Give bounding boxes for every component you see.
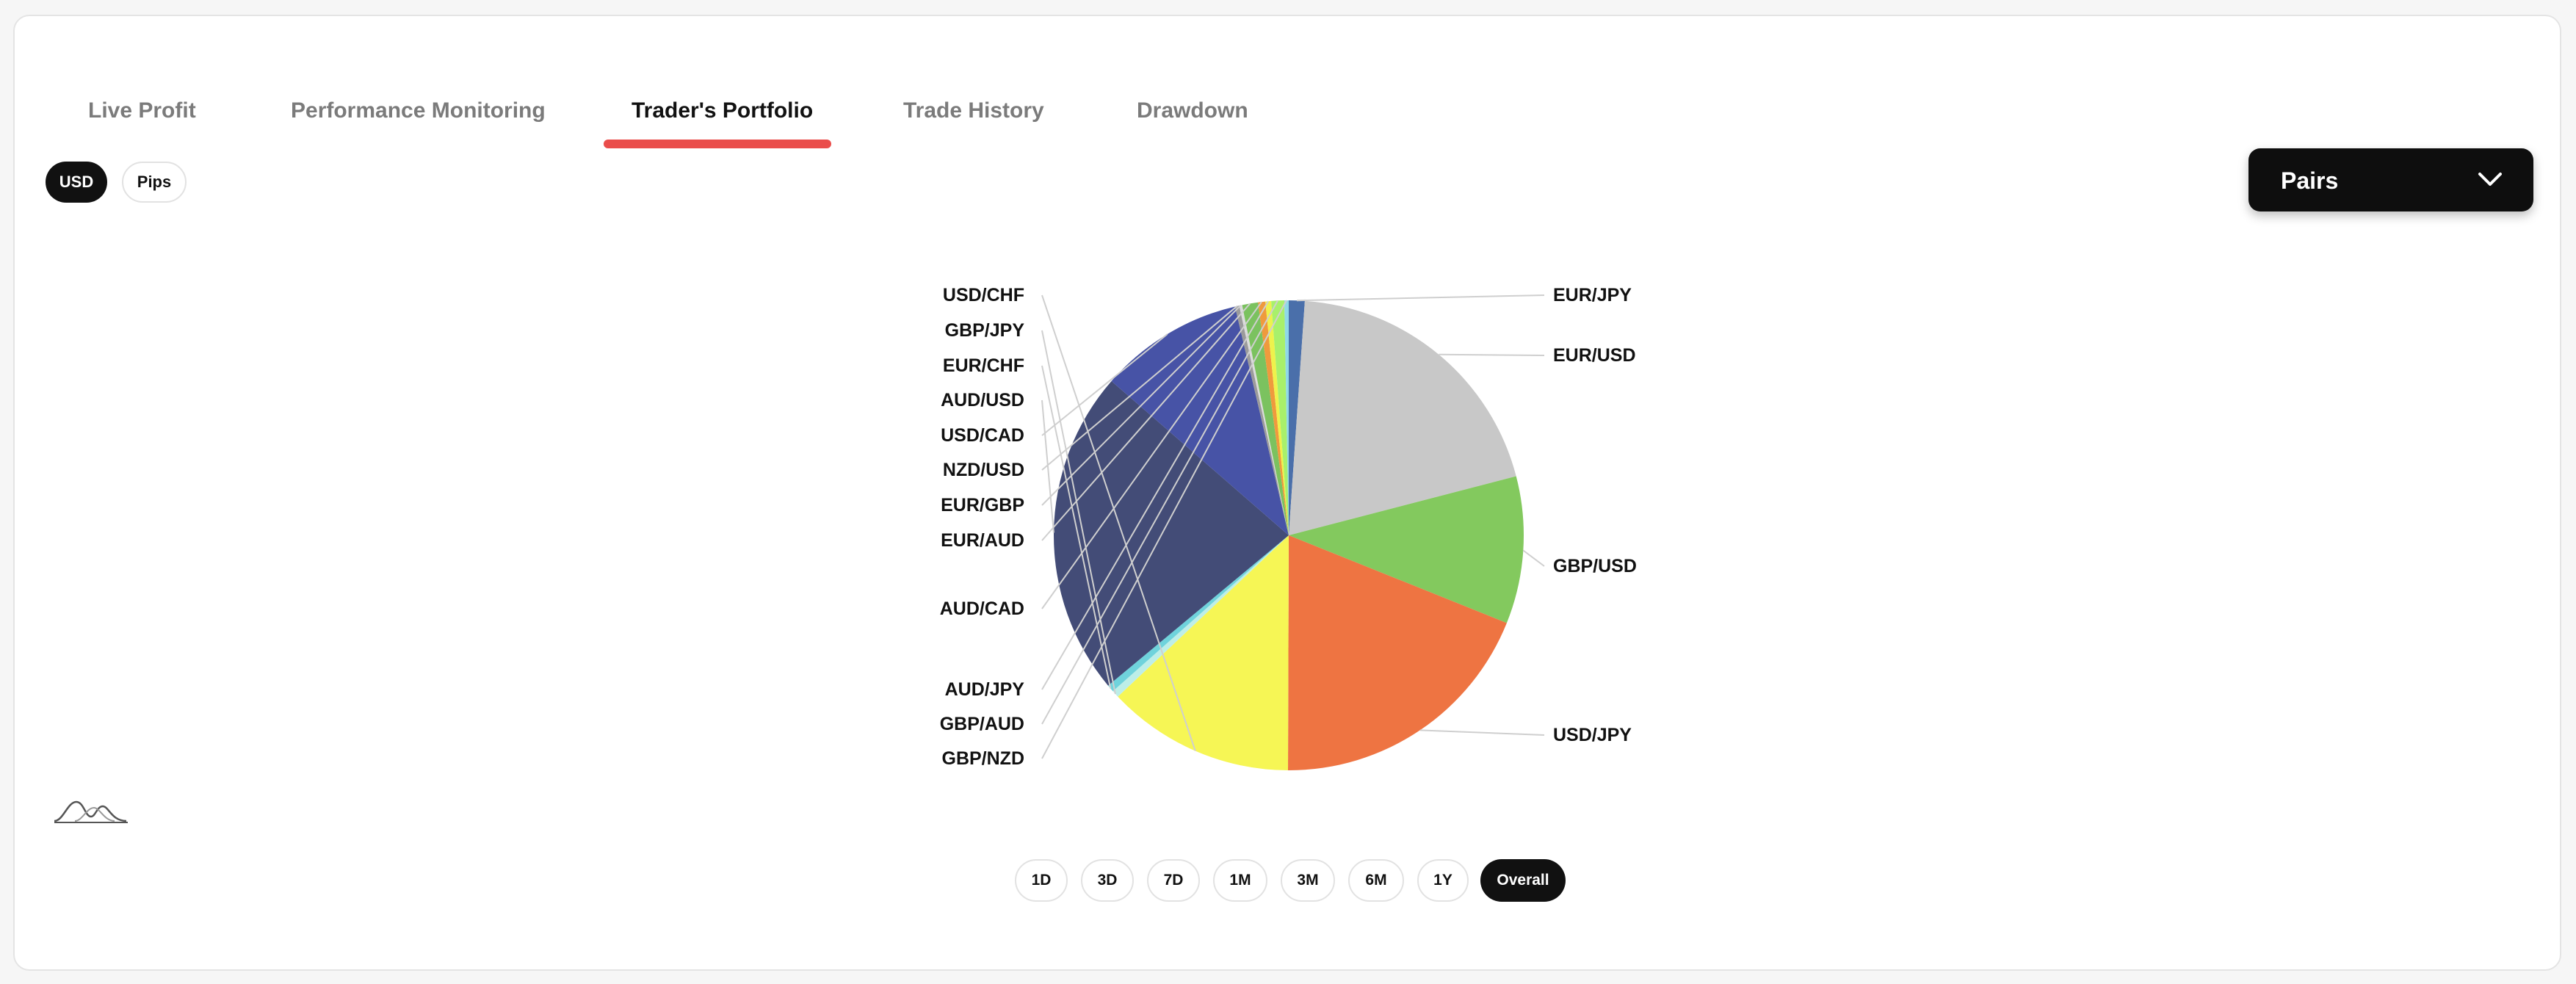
pairs-dropdown[interactable]: Pairs bbox=[2248, 148, 2533, 211]
leader-line-aud-jpy bbox=[1041, 300, 1269, 690]
leader-line-nzd-usd bbox=[1041, 305, 1238, 471]
portfolio-card: Live Profit Performance Monitoring Trade… bbox=[13, 15, 2561, 971]
leader-line-eur-gbp bbox=[1041, 305, 1242, 506]
pie-label-usd-cad: USD/CAD bbox=[941, 425, 1024, 446]
pie-slice-eur-jpy[interactable] bbox=[1289, 300, 1305, 535]
portfolio-pie-chart: EUR/JPY EUR/USD GBP/USD USD/JPY USD/CHF GBP/J… bbox=[940, 285, 1637, 771]
pie-label-eur-chf: EUR/CHF bbox=[943, 355, 1024, 376]
pie-leader-lines bbox=[1041, 294, 1545, 759]
pie-slice-eur-usd[interactable] bbox=[1289, 300, 1516, 535]
pips-toggle-button[interactable]: Pips bbox=[122, 162, 187, 203]
waves-icon[interactable] bbox=[53, 797, 129, 827]
leader-line-gbp-nzd bbox=[1041, 300, 1287, 759]
pie-slice-nzd-usd[interactable] bbox=[1234, 305, 1289, 535]
pie-label-eur-jpy: EUR/JPY bbox=[1553, 285, 1632, 305]
period-7d-button[interactable]: 7D bbox=[1147, 859, 1200, 902]
period-1y-button[interactable]: 1Y bbox=[1417, 859, 1469, 902]
leader-line-eur-jpy bbox=[1296, 294, 1545, 302]
tab-drawdown[interactable]: Drawdown bbox=[1137, 98, 1248, 123]
tab-performance-monitoring[interactable]: Performance Monitoring bbox=[291, 98, 546, 123]
period-3d-button[interactable]: 3D bbox=[1081, 859, 1134, 902]
period-1d-button[interactable]: 1D bbox=[1015, 859, 1068, 902]
pie-slice-gbp-usd[interactable] bbox=[1289, 476, 1524, 623]
pie-label-eur-gbp: EUR/GBP bbox=[941, 495, 1024, 515]
leader-line-gbp-aud bbox=[1041, 300, 1278, 725]
tab-traders-portfolio[interactable]: Trader's Portfolio bbox=[632, 98, 814, 123]
pie-slice-gbp-nzd[interactable] bbox=[1284, 300, 1289, 535]
leader-line-aud-cad bbox=[1041, 301, 1262, 609]
pie-slice-gbp-jpy[interactable] bbox=[1112, 535, 1289, 697]
pie-label-aud-jpy: AUD/JPY bbox=[945, 679, 1025, 700]
pie-slice-usd-cad[interactable] bbox=[1111, 306, 1289, 535]
chevron-down-icon bbox=[2478, 173, 2502, 186]
pie-label-usd-chf: USD/CHF bbox=[943, 285, 1024, 305]
period-overall-button[interactable]: Overall bbox=[1480, 859, 1566, 902]
pie-slice-gbp-aud[interactable] bbox=[1271, 300, 1289, 535]
pie-slice-usd-chf[interactable] bbox=[1118, 535, 1289, 770]
period-6m-button[interactable]: 6M bbox=[1348, 859, 1404, 902]
active-tab-indicator bbox=[604, 140, 831, 148]
pie-label-nzd-usd: NZD/USD bbox=[943, 460, 1024, 480]
leader-line-eur-aud bbox=[1041, 303, 1251, 541]
period-3m-button[interactable]: 3M bbox=[1281, 859, 1335, 902]
leader-line-usd-jpy bbox=[1419, 729, 1545, 736]
pie-label-gbp-usd: GBP/USD bbox=[1553, 556, 1637, 576]
pie-slice-aud-jpy[interactable] bbox=[1265, 300, 1289, 535]
leader-line-usd-chf bbox=[1041, 294, 1196, 751]
pie-slice-usd-jpy[interactable] bbox=[1288, 535, 1507, 771]
pie-label-aud-cad: AUD/CAD bbox=[940, 598, 1024, 619]
pairs-dropdown-label: Pairs bbox=[2281, 167, 2339, 194]
tab-bar: Live Profit Performance Monitoring Trade… bbox=[15, 16, 2560, 148]
leader-line-eur-chf bbox=[1041, 365, 1112, 689]
pie-slices bbox=[1054, 300, 1524, 771]
pie-label-gbp-aud: GBP/AUD bbox=[940, 714, 1024, 734]
usd-toggle-button[interactable]: USD bbox=[46, 162, 107, 203]
pie-label-usd-jpy: USD/JPY bbox=[1553, 725, 1632, 745]
pie-label-eur-usd: EUR/USD bbox=[1553, 345, 1636, 366]
period-1m-button[interactable]: 1M bbox=[1213, 859, 1267, 902]
pie-label-aud-usd: AUD/USD bbox=[941, 390, 1024, 410]
pie-labels: EUR/JPY EUR/USD GBP/USD USD/JPY USD/CHF GBP/J… bbox=[940, 285, 1637, 769]
pie-slice-eur-gbp[interactable] bbox=[1239, 305, 1289, 535]
pie-slice-aud-cad[interactable] bbox=[1258, 301, 1289, 535]
leader-line-gbp-jpy bbox=[1041, 330, 1116, 695]
pie-slice-aud-usd[interactable] bbox=[1054, 380, 1289, 686]
tab-trade-history[interactable]: Trade History bbox=[903, 98, 1044, 123]
pie-slice-eur-chf[interactable] bbox=[1108, 535, 1289, 692]
pie-label-gbp-nzd: GBP/NZD bbox=[942, 748, 1025, 769]
leader-line-gbp-usd bbox=[1522, 549, 1545, 567]
leader-line-usd-cad bbox=[1041, 333, 1168, 436]
leader-line-aud-usd bbox=[1041, 399, 1054, 533]
tab-live-profit[interactable]: Live Profit bbox=[88, 98, 196, 123]
pie-label-gbp-jpy: GBP/JPY bbox=[945, 320, 1025, 341]
pie-label-eur-aud: EUR/AUD bbox=[941, 530, 1024, 551]
